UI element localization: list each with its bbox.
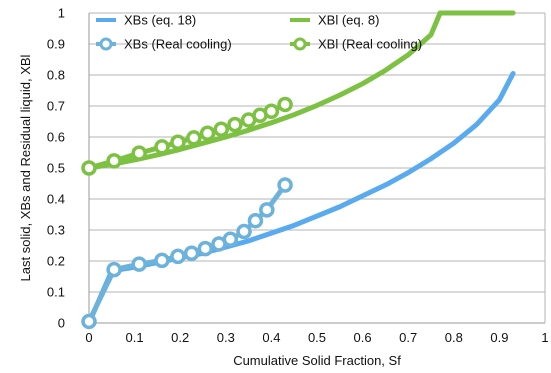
data-point [106, 261, 122, 278]
gridlines [89, 12, 545, 324]
data-point [106, 153, 122, 169]
x-tick-label: 0.9 [490, 330, 508, 345]
series-4 [81, 96, 293, 176]
data-point [213, 121, 229, 137]
y-tick-label: 0.2 [47, 254, 65, 269]
x-tick-label: 0 [85, 330, 92, 345]
data-point [131, 256, 147, 272]
data-point [259, 202, 275, 218]
data-point [263, 103, 280, 120]
x-tick-label: 0.4 [262, 330, 280, 345]
legend-label: XBs (eq. 18) [124, 13, 196, 28]
x-tick-label: 0.3 [217, 330, 235, 345]
y-tick-label: 0.3 [47, 223, 65, 238]
series-3 [81, 177, 293, 330]
x-axis-label: Cumulative Solid Fraction, Sf [233, 353, 401, 368]
y-tick-label: 0.6 [47, 130, 65, 145]
data-point [183, 245, 200, 261]
tick-labels: 0 0.1 0.2 0.3 0.4 0.5 0.6 0.7 0.8 0.9 1 0 0.1 0.2 0.3 0… [47, 6, 549, 346]
data-point [154, 252, 170, 269]
x-tick-label: 0.7 [399, 330, 417, 345]
y-tick-label: 1 [58, 6, 65, 21]
legend-label: XBl (eq. 8) [318, 13, 379, 28]
data-point [170, 248, 186, 265]
data-point [170, 134, 186, 151]
legend-swatch-marker [293, 37, 307, 51]
series-line [86, 10, 516, 171]
data-point [154, 139, 170, 155]
data-point [227, 116, 243, 133]
y-tick-label: 0.7 [47, 99, 65, 114]
legend: XBs (eq. 18) XBl (eq. 8) XBs (Real cooling… [96, 13, 422, 52]
y-tick-label: 0.8 [47, 68, 65, 83]
x-tick-label: 0.1 [126, 330, 144, 345]
data-point [197, 240, 214, 257]
legend-label: XBs (Real cooling) [124, 37, 232, 52]
data-point [131, 145, 147, 161]
data-point [81, 313, 97, 330]
legend-label: XBl (Real cooling) [318, 37, 422, 52]
data-point [277, 177, 293, 193]
data-point [277, 96, 293, 113]
y-tick-label: 0.9 [47, 37, 65, 52]
legend-entry-1: XBs (eq. 18) [96, 13, 196, 28]
legend-entry-2: XBl (eq. 8) [290, 13, 379, 28]
x-tick-label: 0.2 [171, 330, 189, 345]
data-point [81, 160, 97, 176]
legend-swatch-marker [99, 37, 113, 51]
legend-entry-4: XBl (Real cooling) [290, 37, 422, 52]
x-tick-label: 0.8 [445, 330, 463, 345]
x-tick-label: 0.5 [308, 330, 326, 345]
y-tick-label: 0.5 [47, 161, 65, 176]
y-axis-label: Last solid, XBs and Residual liquid, XBl [18, 54, 33, 281]
y-tick-label: 0.1 [47, 285, 65, 300]
x-tick-label: 1 [541, 330, 548, 345]
series-2 [86, 10, 516, 171]
data-point [222, 231, 239, 248]
data-point [236, 223, 252, 240]
y-tick-label: 0 [58, 316, 65, 331]
data-point [199, 125, 216, 142]
data-point [247, 212, 264, 229]
data-point [186, 130, 202, 146]
legend-entry-3: XBs (Real cooling) [96, 37, 232, 52]
y-tick-label: 0.4 [47, 192, 65, 207]
x-tick-label: 0.6 [354, 330, 372, 345]
series-layer [81, 10, 516, 330]
